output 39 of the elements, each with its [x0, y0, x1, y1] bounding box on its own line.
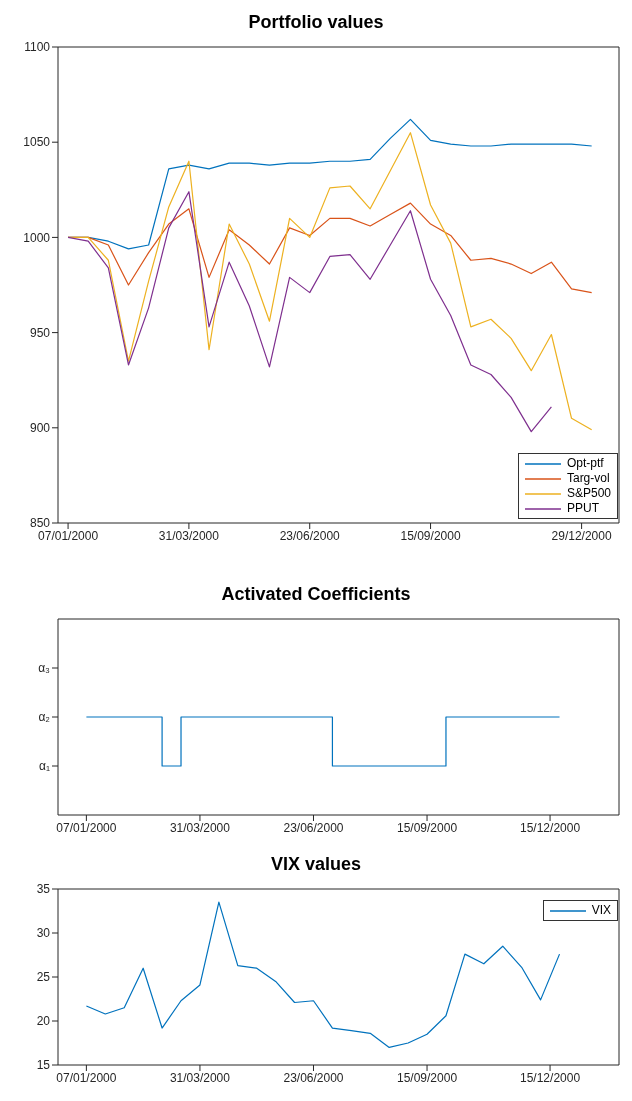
line-series — [85, 901, 561, 1048]
x-tick-label: 15/09/2000 — [400, 528, 461, 543]
x-tick-label: 31/03/2000 — [169, 820, 231, 835]
y-tick-label: 900 — [29, 421, 51, 436]
chart-title: VIX values — [269, 853, 363, 876]
y-tick-label: 850 — [29, 516, 51, 531]
x-tick-label: 07/01/2000 — [56, 820, 117, 835]
text: α₃ — [38, 661, 51, 676]
line-series — [67, 191, 552, 433]
legend-label: VIX — [591, 903, 611, 918]
y-tick-label: 20 — [36, 1014, 51, 1029]
x-tick-label: 23/06/2000 — [283, 1070, 344, 1085]
x-tick-label: 15/09/2000 — [397, 1070, 458, 1085]
y-tick-label: 25 — [36, 970, 51, 985]
x-tick-label: 31/03/2000 — [158, 528, 220, 543]
y-tick-label: 950 — [29, 325, 51, 340]
chart-title: Portfolio values — [247, 11, 385, 34]
x-tick-label: 15/09/2000 — [397, 820, 458, 835]
y-tick-label: 1050 — [23, 135, 51, 150]
legend-label: Opt-ptf — [566, 456, 604, 471]
text: α₂ — [38, 710, 51, 725]
x-tick-label: 31/03/2000 — [169, 1070, 231, 1085]
chart-title: Activated Coefficients — [220, 583, 412, 606]
x-tick-label: 29/12/2000 — [551, 528, 612, 543]
text: α₁ — [39, 759, 50, 774]
y-tick-label: 35 — [36, 882, 51, 897]
y-tick-label: 1000 — [23, 230, 51, 245]
x-tick-label: 23/06/2000 — [283, 820, 344, 835]
x-tick-label: 23/06/2000 — [279, 528, 341, 543]
y-tick-label: 15 — [36, 1058, 51, 1073]
x-tick-label: 07/01/2000 — [56, 1070, 117, 1085]
y-tick-label: 30 — [36, 926, 51, 941]
legend-label: Targ-vol — [566, 471, 610, 486]
legend-label: PPUT — [566, 501, 599, 516]
legend-label: S&P500 — [566, 486, 611, 501]
x-tick-label: 15/12/2000 — [520, 1070, 581, 1085]
x-tick-label: 07/01/2000 — [38, 528, 99, 543]
x-tick-label: 15/12/2000 — [520, 820, 581, 835]
y-tick-label: 1100 — [24, 40, 51, 55]
